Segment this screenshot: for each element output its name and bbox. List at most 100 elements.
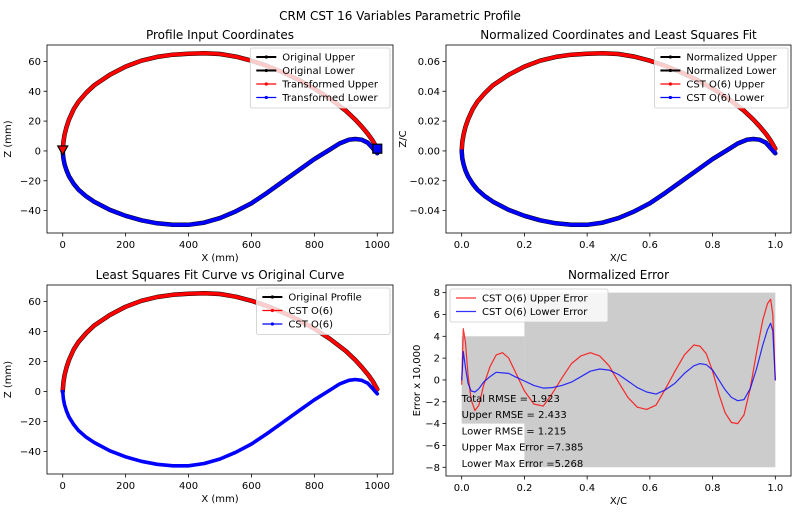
- series-line-transformed-upper: [60, 51, 380, 153]
- legend-marker: [270, 322, 274, 326]
- x-tick-label: 0.6: [642, 483, 658, 494]
- series-line-cst-o-6-upper: [459, 51, 778, 153]
- legend-label: Normalized Lower: [686, 66, 777, 77]
- legend-box: [449, 288, 609, 323]
- y-tick-label: −40: [20, 447, 41, 458]
- plot-area: [60, 291, 380, 468]
- y-tick-label: −20: [20, 417, 41, 428]
- x-tick-label: 0.4: [579, 240, 595, 251]
- legend-marker: [668, 68, 673, 73]
- x-axis-label: X/C: [610, 253, 627, 264]
- y-tick-label: −8: [425, 463, 440, 474]
- plot-area: [459, 50, 778, 228]
- x-axis-label: X (mm): [201, 253, 238, 264]
- legend-marker: [668, 82, 673, 86]
- y-tick-label: −0.02: [409, 176, 440, 187]
- legend-label: CST O(6) Upper Error: [482, 294, 589, 305]
- x-tick-label: 400: [179, 240, 198, 251]
- legend-label: Original Lower: [282, 66, 355, 77]
- y-tick-label: 0.04: [418, 87, 440, 98]
- axes-frame: [46, 44, 394, 234]
- legend: CST O(6) Upper Error CST O(6) Lower Error: [449, 288, 609, 323]
- y-tick-label: 40: [28, 327, 41, 338]
- series-line-cst-o-6-: [60, 291, 380, 394]
- legend-label: Original Profile: [288, 293, 361, 304]
- y-tick-label: −2: [425, 397, 440, 408]
- annotation-text: Lower RMSE = 1.215: [462, 426, 567, 437]
- x-tick-label: 600: [242, 481, 261, 492]
- fit-vs-original-chart: Least Squares Fit Curve vs Original Curv…: [3, 268, 394, 505]
- series-line-normalized-lower: [459, 136, 778, 228]
- y-tick-label: −20: [20, 176, 41, 187]
- marker-trailing-edge: [372, 143, 383, 154]
- legend-marker: [270, 308, 274, 313]
- x-tick-label: 0.2: [516, 483, 532, 494]
- annotation-text: Upper RMSE = 2.433: [462, 410, 567, 421]
- legend-label: Original Upper: [282, 53, 355, 64]
- y-tick-label: 0.02: [418, 117, 440, 128]
- x-tick-label: 0.0: [454, 240, 470, 251]
- series-line-cst-o-6-lower-error: [461, 322, 776, 402]
- annotation-text: Total RMSE = 1.923: [461, 394, 560, 405]
- series-line-transformed-lower: [60, 137, 380, 227]
- x-axis-label: X/C: [610, 496, 627, 507]
- y-tick-label: 60: [28, 297, 41, 308]
- legend-label: CST O(6): [288, 320, 333, 331]
- y-axis-label: Error x 10,000: [412, 345, 423, 417]
- y-tick-label: 0: [35, 387, 41, 398]
- y-tick-label: 0.00: [418, 146, 440, 157]
- x-tick-label: 1.0: [767, 483, 783, 494]
- x-tick-label: 200: [116, 481, 135, 492]
- x-tick-label: 0.2: [516, 240, 532, 251]
- legend-box: [249, 47, 391, 109]
- series-line-cst-o-6-lower: [459, 137, 778, 227]
- x-tick-label: 0: [60, 481, 66, 492]
- legend-marker: [668, 55, 673, 59]
- y-tick-label: −6: [425, 441, 440, 452]
- x-tick-label: 0: [60, 240, 66, 251]
- y-tick-label: −0.04: [409, 206, 440, 217]
- legend-marker: [264, 82, 268, 86]
- x-tick-label: 0.8: [705, 483, 721, 494]
- legend-marker: [264, 68, 268, 73]
- axes-frame: [46, 284, 394, 475]
- plot-area: [461, 292, 776, 468]
- figure-suptitle: CRM CST 16 Variables Parametric Profile: [279, 9, 521, 23]
- x-tick-label: 1.0: [767, 240, 783, 251]
- marker-leading-edge: [56, 145, 69, 157]
- legend-label: Normalized Upper: [686, 53, 777, 64]
- chart-title: Normalized Error: [568, 268, 669, 282]
- x-tick-label: 800: [305, 481, 324, 492]
- x-tick-label: 600: [242, 240, 261, 251]
- legend-marker: [264, 55, 268, 59]
- x-tick-label: 0.8: [705, 240, 721, 251]
- x-tick-label: 400: [179, 481, 198, 492]
- legend-label: CST O(6) Upper: [686, 80, 765, 91]
- chart-title: Normalized Coordinates and Least Squares…: [480, 28, 757, 42]
- axes-frame: [445, 44, 792, 234]
- series-line-original-lower: [60, 136, 380, 228]
- legend-box: [654, 47, 789, 109]
- axes-frame: [445, 284, 792, 477]
- plot-area: [60, 50, 380, 228]
- y-tick-label: 20: [28, 357, 41, 368]
- y-tick-label: 8: [434, 288, 440, 299]
- y-axis-label: Z (mm): [3, 361, 14, 398]
- x-tick-label: 1000: [365, 481, 390, 492]
- legend-marker: [668, 95, 673, 100]
- y-tick-label: 60: [28, 57, 41, 68]
- y-axis-label: Z (mm): [3, 120, 14, 157]
- legend-label: CST O(6) Lower: [686, 93, 765, 104]
- y-tick-label: 0: [434, 375, 440, 386]
- series-line-cst-o-6-upper-error: [461, 298, 776, 425]
- y-tick-label: 6: [434, 310, 440, 321]
- annotation-text: Upper Max Error =7.385: [462, 443, 584, 454]
- legend: Original Upper Original Lower Transformed …: [249, 47, 391, 109]
- y-tick-label: 0: [35, 146, 41, 157]
- normalized-error-chart: Normalized Error 0.0 0.2 0.4 0.6 0.8 1.0 −8 −6 −4…: [412, 268, 792, 507]
- legend-label: Transformed Lower: [281, 93, 378, 104]
- y-tick-label: 2: [434, 354, 440, 365]
- legend-label: Transformed Upper: [281, 80, 379, 91]
- y-tick-label: 20: [28, 117, 41, 128]
- y-tick-label: −40: [20, 206, 41, 217]
